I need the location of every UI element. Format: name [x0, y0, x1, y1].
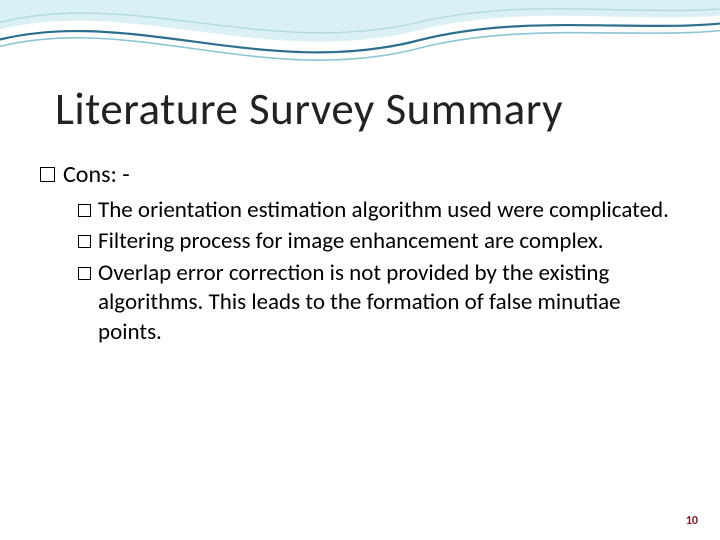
- square-bullet-icon: [40, 167, 55, 182]
- bullet-level2-item: The orientation estimation algorithm use…: [78, 196, 680, 225]
- decorative-wave: [0, 0, 720, 90]
- square-bullet-icon: [78, 204, 91, 217]
- wave-icon: [0, 0, 720, 90]
- square-bullet-icon: [78, 235, 91, 248]
- bullet-level1-text: Cons: -: [63, 160, 130, 190]
- square-bullet-icon: [78, 267, 91, 280]
- bullet-level1: Cons: -: [40, 160, 680, 190]
- bullet-level2-list: The orientation estimation algorithm use…: [78, 196, 680, 347]
- bullet-level2-item: Overlap error correction is not provided…: [78, 259, 680, 347]
- bullet-level2-text: The orientation estimation algorithm use…: [98, 196, 680, 225]
- slide: Literature Survey Summary Cons: - The or…: [0, 0, 720, 540]
- bullet-level2-text: Overlap error correction is not provided…: [98, 259, 680, 347]
- slide-title: Literature Survey Summary: [55, 82, 680, 137]
- bullet-level2-text: Filtering process for image enhancement …: [98, 227, 680, 256]
- page-number: 10: [686, 514, 698, 528]
- bullet-level2-item: Filtering process for image enhancement …: [78, 227, 680, 256]
- slide-body: Cons: - The orientation estimation algor…: [40, 160, 680, 349]
